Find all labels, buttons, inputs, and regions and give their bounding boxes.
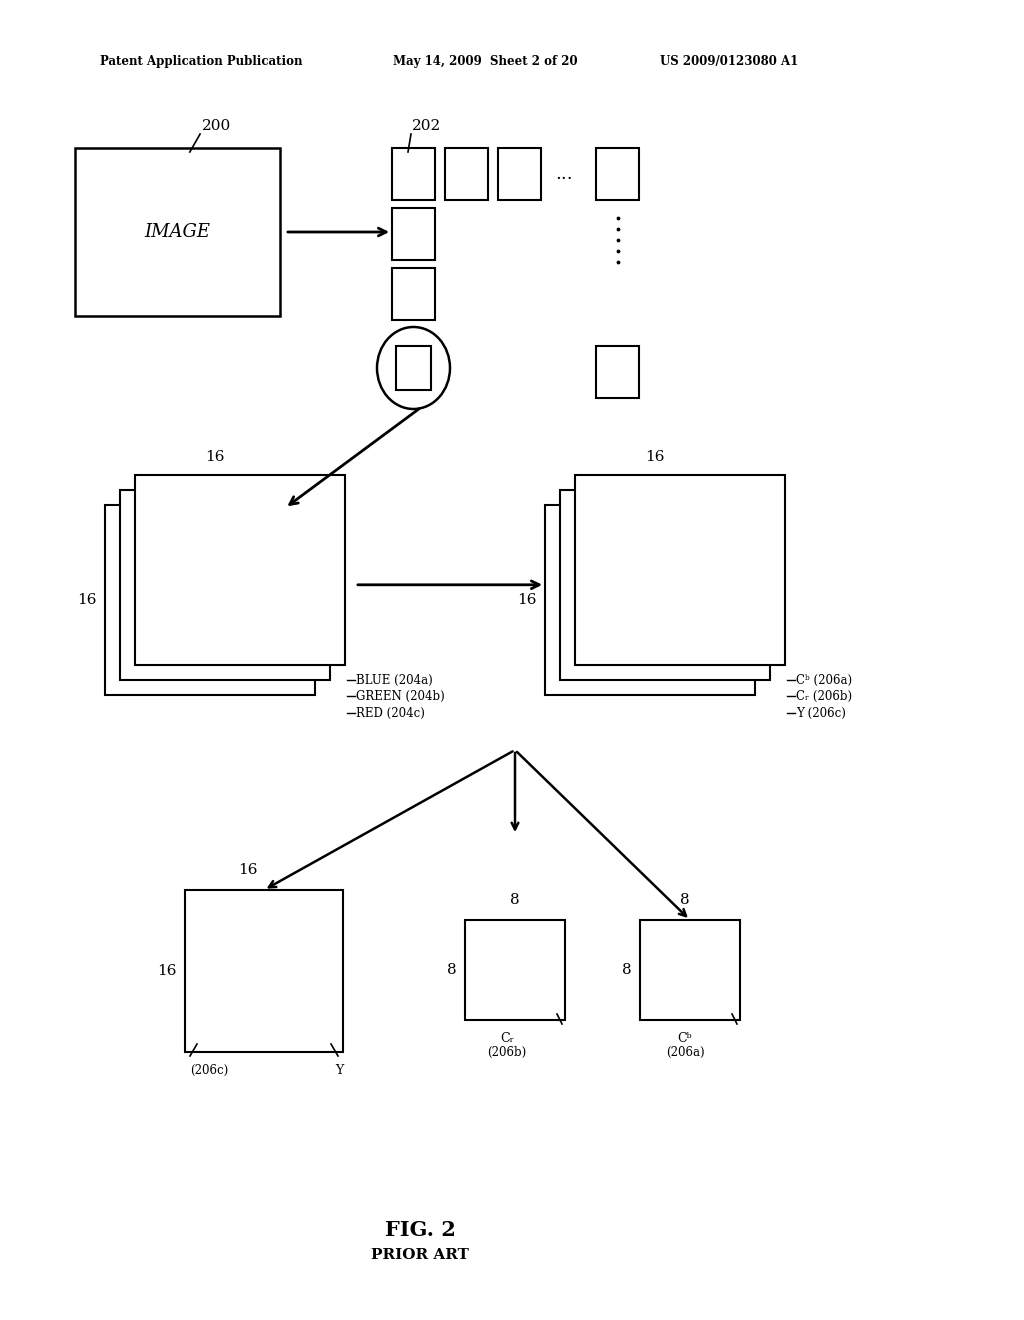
Text: 200: 200: [202, 119, 231, 133]
Text: 16: 16: [77, 593, 96, 607]
Ellipse shape: [377, 327, 450, 409]
Text: 202: 202: [412, 119, 441, 133]
Text: Y: Y: [335, 1064, 343, 1077]
Bar: [135, 475, 345, 665]
Bar: [120, 490, 330, 680]
Text: 8: 8: [447, 964, 457, 977]
Bar: [105, 506, 315, 696]
Bar: [465, 920, 565, 1020]
Text: Cᵣ: Cᵣ: [500, 1031, 514, 1044]
Bar: [545, 506, 755, 696]
Text: (206a): (206a): [666, 1045, 705, 1059]
Text: RED (204c): RED (204c): [356, 706, 425, 719]
Text: 16: 16: [158, 964, 177, 978]
Bar: [392, 148, 435, 201]
Text: 16: 16: [205, 450, 224, 465]
Text: FIG. 2: FIG. 2: [385, 1220, 456, 1239]
Text: US 2009/0123080 A1: US 2009/0123080 A1: [660, 55, 799, 69]
Text: BLUE (204a): BLUE (204a): [356, 673, 433, 686]
Bar: [445, 148, 488, 201]
Text: Patent Application Publication: Patent Application Publication: [100, 55, 302, 69]
Bar: [75, 148, 280, 315]
Text: (206b): (206b): [487, 1045, 526, 1059]
Text: ...: ...: [555, 165, 572, 183]
Text: IMAGE: IMAGE: [144, 223, 211, 242]
Bar: [498, 148, 541, 201]
Bar: [575, 475, 785, 665]
Text: Cᵇ (206a): Cᵇ (206a): [796, 673, 852, 686]
Text: Y (206c): Y (206c): [796, 706, 846, 719]
Text: 16: 16: [239, 863, 258, 876]
Bar: [392, 268, 435, 319]
Text: Cᵣ (206b): Cᵣ (206b): [796, 689, 852, 702]
Text: 16: 16: [645, 450, 665, 465]
Bar: [596, 346, 639, 399]
Bar: [392, 209, 435, 260]
Text: May 14, 2009  Sheet 2 of 20: May 14, 2009 Sheet 2 of 20: [393, 55, 578, 69]
Text: Cᵇ: Cᵇ: [678, 1031, 692, 1044]
Bar: [185, 890, 343, 1052]
Text: 16: 16: [517, 593, 537, 607]
Text: (206c): (206c): [190, 1064, 228, 1077]
Text: 8: 8: [510, 894, 520, 907]
Text: PRIOR ART: PRIOR ART: [371, 1247, 469, 1262]
Text: 8: 8: [680, 894, 690, 907]
Text: 8: 8: [623, 964, 632, 977]
Bar: [396, 346, 431, 389]
Bar: [560, 490, 770, 680]
Text: GREEN (204b): GREEN (204b): [356, 689, 444, 702]
Bar: [596, 148, 639, 201]
Bar: [640, 920, 740, 1020]
